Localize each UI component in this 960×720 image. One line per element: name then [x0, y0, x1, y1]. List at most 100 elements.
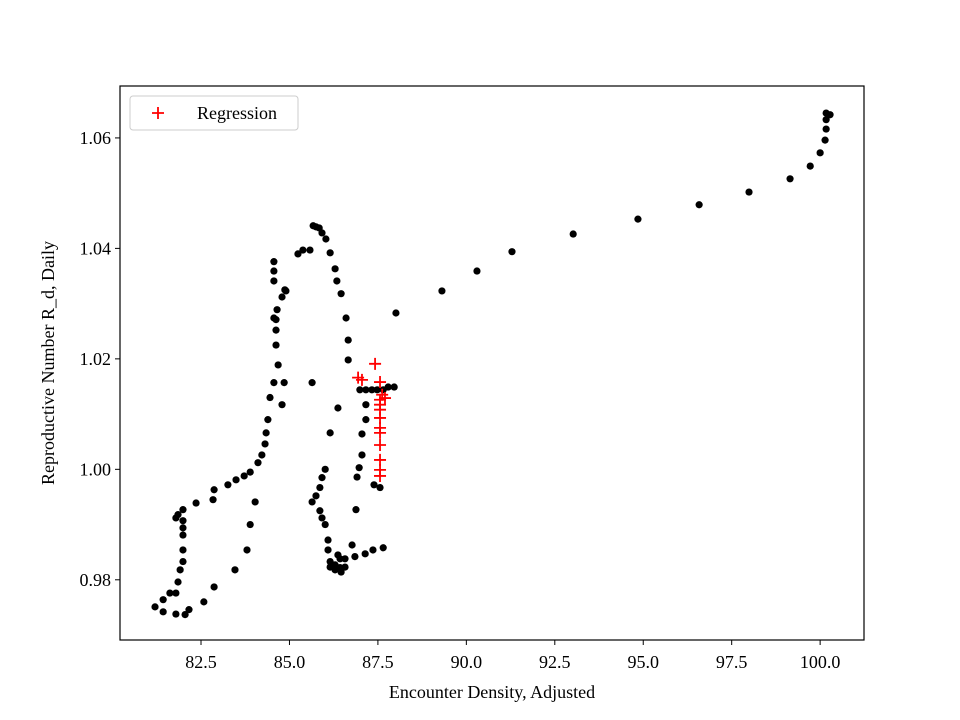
- point: [306, 246, 314, 254]
- point: [270, 314, 278, 322]
- point: [326, 429, 334, 437]
- point: [370, 481, 378, 489]
- point: [358, 430, 366, 438]
- point: [308, 379, 316, 387]
- point: [822, 116, 830, 124]
- plus-marker: [374, 426, 387, 439]
- point: [232, 476, 240, 484]
- point: [369, 546, 377, 554]
- point: [358, 451, 366, 459]
- y-axis-label: Reproductive Number R_d, Daily: [38, 241, 58, 485]
- plus-marker: [355, 373, 368, 386]
- plus-marker: [374, 439, 387, 452]
- point: [266, 393, 274, 402]
- point: [351, 552, 359, 561]
- y-tick-label: 1.04: [80, 238, 112, 258]
- point: [270, 267, 278, 275]
- point: [243, 546, 251, 554]
- point: [159, 596, 167, 604]
- point: [246, 468, 254, 476]
- point: [151, 603, 159, 611]
- point: [172, 610, 180, 618]
- point: [376, 483, 384, 492]
- point: [344, 336, 352, 344]
- point: [280, 379, 288, 387]
- plus-marker: [374, 469, 387, 482]
- legend-marker: [152, 107, 164, 119]
- point: [352, 506, 360, 514]
- point: [210, 486, 218, 494]
- point: [179, 546, 187, 554]
- point: [274, 361, 282, 369]
- x-axis-label: Encounter Density, Adjusted: [389, 682, 595, 702]
- y-tick-label: 1.02: [80, 349, 112, 369]
- point: [634, 215, 642, 223]
- point: [264, 416, 272, 424]
- point: [822, 125, 830, 133]
- point: [270, 379, 278, 387]
- y-tick-label: 1.06: [80, 128, 112, 148]
- point: [179, 531, 187, 539]
- point: [337, 290, 345, 298]
- point: [316, 507, 324, 515]
- point: [278, 401, 286, 409]
- point: [179, 557, 187, 566]
- point: [816, 149, 824, 157]
- point: [172, 589, 180, 597]
- point: [322, 235, 330, 243]
- point: [240, 472, 248, 480]
- point: [273, 306, 281, 314]
- point: [806, 162, 814, 170]
- point: [390, 383, 398, 391]
- point: [355, 464, 363, 472]
- point: [262, 429, 270, 437]
- point: [342, 314, 350, 322]
- point: [362, 386, 370, 394]
- point: [200, 598, 208, 606]
- point: [821, 136, 829, 144]
- point: [179, 517, 187, 525]
- point: [321, 520, 329, 529]
- point: [745, 188, 753, 196]
- point: [192, 499, 200, 507]
- point: [373, 386, 381, 394]
- x-tick-label: 87.5: [362, 652, 394, 672]
- x-tick-label: 95.0: [627, 652, 659, 672]
- point: [185, 606, 193, 614]
- point: [278, 293, 286, 301]
- point: [368, 386, 376, 394]
- point: [316, 483, 324, 492]
- point: [326, 249, 334, 257]
- point: [312, 492, 320, 500]
- x-tick-label: 92.5: [539, 652, 571, 672]
- x-tick-label: 100.0: [800, 652, 841, 672]
- point: [341, 563, 349, 571]
- point: [337, 568, 345, 576]
- point: [321, 465, 329, 473]
- point: [324, 536, 332, 544]
- point: [309, 222, 317, 230]
- point: [348, 541, 356, 549]
- point: [270, 277, 278, 285]
- point: [331, 265, 339, 273]
- point: [324, 546, 332, 554]
- point: [179, 524, 187, 532]
- point: [331, 561, 339, 569]
- point: [392, 309, 400, 317]
- point: [569, 230, 577, 238]
- point: [473, 267, 481, 275]
- point: [166, 589, 174, 597]
- point: [695, 201, 703, 209]
- x-tick-label: 82.5: [185, 652, 217, 672]
- point: [508, 248, 516, 256]
- point: [179, 506, 187, 514]
- point: [174, 578, 182, 586]
- point: [379, 544, 387, 552]
- point: [209, 496, 217, 504]
- point: [294, 250, 302, 258]
- point: [181, 610, 189, 619]
- point: [786, 175, 794, 183]
- legend-label: Regression: [197, 103, 277, 123]
- point: [318, 474, 326, 482]
- point: [231, 566, 239, 574]
